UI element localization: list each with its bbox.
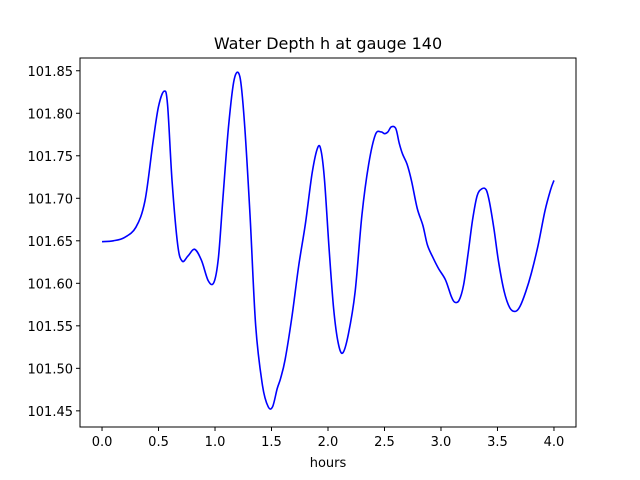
plot-area — [101, 71, 555, 410]
y-tick-label: 101.85 — [28, 65, 74, 80]
x-tick-label: 1.5 — [261, 435, 282, 450]
y-tick-label: 101.80 — [28, 107, 74, 122]
y-axis: 101.45 101.50 101.55 101.60 101.65 101.70 101.… — [28, 65, 80, 420]
y-tick-label: 101.50 — [28, 362, 74, 377]
x-tick-label: 2.5 — [374, 435, 395, 450]
x-tick-label: 4.0 — [544, 435, 565, 450]
y-tick-label: 101.60 — [28, 277, 74, 292]
x-tick-label: 2.0 — [318, 435, 339, 450]
chart-title: Water Depth h at gauge 140 — [214, 34, 442, 53]
x-tick-label: 1.0 — [205, 435, 226, 450]
y-tick-label: 101.55 — [28, 320, 74, 335]
x-tick-label: 3.5 — [487, 435, 508, 450]
y-tick-label: 101.70 — [28, 192, 74, 207]
y-tick-label: 101.65 — [28, 235, 74, 250]
series-line — [101, 71, 555, 410]
axes-frame — [79, 57, 577, 428]
y-tick-label: 101.45 — [28, 405, 74, 420]
x-tick-label: 0.5 — [148, 435, 169, 450]
x-tick-label: 0.0 — [92, 435, 113, 450]
x-axis-label: hours — [310, 456, 347, 471]
x-tick-label: 3.0 — [431, 435, 452, 450]
x-axis: 0.0 0.5 1.0 1.5 2.0 2.5 3.0 3.5 4.0 — [92, 427, 565, 450]
y-tick-label: 101.75 — [28, 150, 74, 165]
